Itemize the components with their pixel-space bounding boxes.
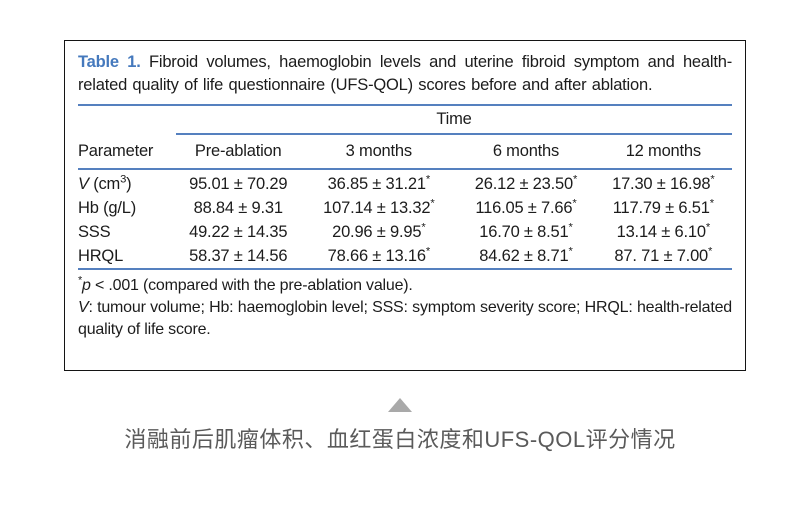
- value-cell: 95.01 ± 70.29: [189, 174, 288, 193]
- value-cell: 17.30 ± 16.98*: [612, 173, 715, 193]
- value-cell: 13.14 ± 6.10*: [616, 221, 711, 241]
- table1-card: Table 1. Fibroid volumes, haemoglobin le…: [64, 40, 746, 371]
- p-value-symbol: p: [82, 277, 91, 294]
- parameter-cell: HRQL: [78, 244, 177, 270]
- time-spanner-row: Time: [78, 104, 732, 135]
- table-row: Hb (g/L) 88.84 ± 9.31 107.14 ± 13.32* 116.0…: [78, 196, 732, 220]
- value-cell: 116.05 ± 7.66*: [475, 197, 577, 217]
- table-row: SSS 49.22 ± 14.35 20.96 ± 9.95* 16.70 ± 8.5…: [78, 220, 732, 244]
- value-cell: 20.96 ± 9.95*: [332, 221, 426, 241]
- value-cell: 49.22 ± 14.35: [189, 222, 288, 241]
- table-title-text: Fibroid volumes, haemoglobin levels and …: [78, 53, 733, 94]
- col-header-parameter: Parameter: [78, 134, 177, 170]
- parameter-cell: Hb (g/L): [78, 198, 137, 217]
- results-table: Time Parameter Pre-ablation 3 months 6 m…: [78, 104, 732, 270]
- value-cell: 78.66 ± 13.16*: [300, 244, 458, 270]
- caption-area: 消融前后肌瘤体积、血红蛋白浓度和UFS-QOL评分情况: [0, 371, 800, 455]
- time-row-spacer: [78, 104, 177, 134]
- value-cell: 88.84 ± 9.31: [193, 198, 283, 217]
- asterisk-marker: *: [78, 274, 83, 287]
- table-row: HRQL 58.37 ± 14.56 78.66 ± 13.16* 84.62 ± 8…: [78, 244, 732, 270]
- footnote-abbreviations-text: : tumour volume; Hb: haemoglobin level; …: [78, 299, 732, 338]
- col-header-12-months: 12 months: [594, 134, 732, 170]
- value-cell: 117.79 ± 6.51*: [612, 197, 714, 217]
- value-cell: 58.37 ± 14.56: [176, 244, 301, 270]
- parameter-cell: SSS: [78, 222, 111, 241]
- table-number-label: Table 1.: [78, 53, 141, 71]
- value-cell: 26.12 ± 23.50*: [474, 173, 578, 193]
- footnote-abbreviations: V: tumour volume; Hb: haemoglobin level;…: [78, 297, 732, 341]
- time-span-header: Time: [176, 104, 732, 135]
- value-cell: 84.62 ± 8.71*: [457, 244, 595, 270]
- up-triangle-icon: [388, 398, 412, 412]
- footnote-significance-text: < .001 (compared with the pre-ablation v…: [90, 277, 413, 294]
- value-cell: 16.70 ± 8.51*: [479, 221, 573, 241]
- value-cell: 87. 71 ± 7.00*: [594, 244, 732, 270]
- footnote-significance: *p < .001 (compared with the pre-ablatio…: [78, 275, 732, 297]
- col-header-3-months: 3 months: [300, 134, 458, 170]
- parameter-cell: V (cm3): [78, 173, 132, 193]
- col-header-6-months: 6 months: [457, 134, 595, 170]
- chinese-caption: 消融前后肌瘤体积、血红蛋白浓度和UFS-QOL评分情况: [124, 427, 676, 452]
- table-header-row: Parameter Pre-ablation 3 months 6 months…: [78, 134, 732, 170]
- table-row: V (cm3) 95.01 ± 70.29 36.85 ± 31.21* 26.12 …: [78, 169, 732, 196]
- table-body: V (cm3) 95.01 ± 70.29 36.85 ± 31.21* 26.12 …: [78, 169, 732, 270]
- table-footnotes: *p < .001 (compared with the pre-ablatio…: [78, 275, 732, 341]
- value-cell: 107.14 ± 13.32*: [323, 197, 435, 217]
- value-cell: 36.85 ± 31.21*: [327, 173, 431, 193]
- col-header-pre-ablation: Pre-ablation: [176, 134, 301, 170]
- volume-symbol: V: [78, 299, 89, 316]
- table-title: Table 1. Fibroid volumes, haemoglobin le…: [78, 51, 732, 97]
